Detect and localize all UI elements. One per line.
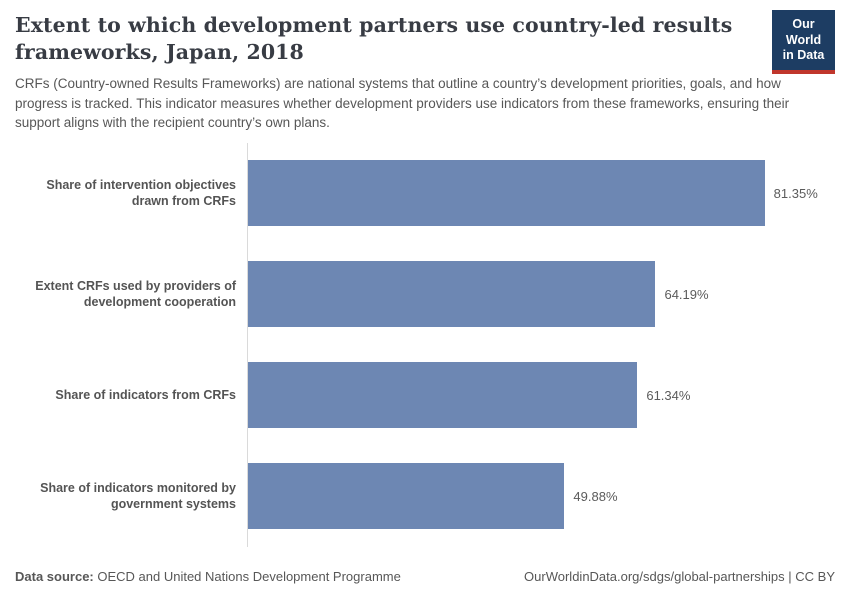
bar-category-label: Share of indicators from CRFs — [55, 388, 236, 403]
owid-credit-link[interactable]: OurWorldinData.org/sdgs/global-partnersh… — [524, 569, 835, 584]
chart-bar-row: Extent CRFs used by providers of develop… — [15, 244, 835, 345]
chart-bar-row: Share of intervention objectives drawn f… — [15, 143, 835, 244]
chart-subtitle: CRFs (Country-owned Results Frameworks) … — [15, 76, 790, 131]
bar-value-label: 64.19% — [664, 286, 709, 302]
owid-logo-line1: Our World — [785, 17, 822, 47]
bar-category-label: Share of indicators monitored by governm… — [40, 481, 236, 512]
chart-title: Extent to which development partners use… — [15, 13, 733, 65]
data-source-label: Data source: — [15, 569, 94, 584]
bar-plot-area: 49.88% — [247, 446, 835, 547]
data-source-value: OECD and United Nations Development Prog… — [93, 569, 401, 584]
owid-logo-line2: in Data — [782, 48, 825, 63]
bar-plot-area: 64.19% — [247, 244, 835, 345]
bar-category-label: Share of intervention objectives drawn f… — [46, 178, 236, 209]
bar-plot-area: 81.35% — [247, 143, 835, 244]
chart-footer: Data source: OECD and United Nations Dev… — [15, 569, 835, 588]
bar-value-label: 49.88% — [573, 488, 618, 504]
bar-value-label: 81.35% — [773, 185, 818, 201]
owid-logo[interactable]: Our World in Data — [772, 10, 835, 74]
bar-chart: Share of intervention objectives drawn f… — [15, 142, 835, 547]
bar-plot-area: 61.34% — [247, 345, 835, 446]
bar[interactable] — [247, 160, 765, 227]
chart-bar-row: Share of indicators from CRFs 61.34% — [15, 345, 835, 446]
bar[interactable] — [247, 463, 565, 530]
chart-bar-row: Share of indicators monitored by governm… — [15, 446, 835, 547]
bar[interactable] — [247, 261, 656, 328]
bar-value-label: 61.34% — [646, 387, 691, 403]
chart-header: Extent to which development partners use… — [15, 10, 835, 133]
y-axis-line — [247, 142, 248, 547]
bar[interactable] — [247, 362, 638, 429]
chart-rows: Share of intervention objectives drawn f… — [15, 143, 835, 547]
data-source: Data source: OECD and United Nations Dev… — [15, 569, 401, 584]
bar-category-label: Extent CRFs used by providers of develop… — [35, 279, 236, 310]
